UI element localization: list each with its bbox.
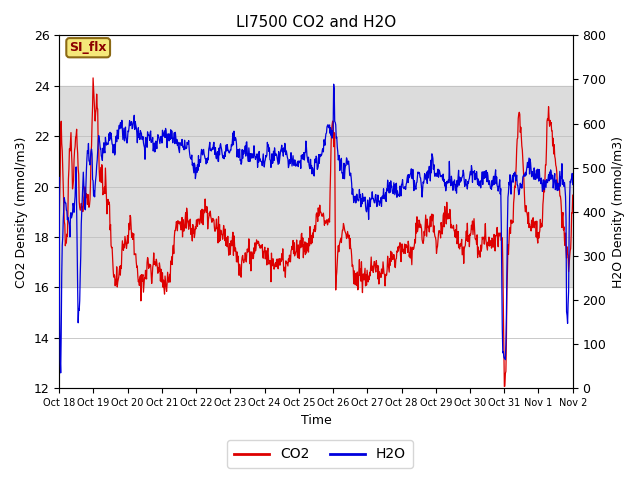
Y-axis label: CO2 Density (mmol/m3): CO2 Density (mmol/m3)	[15, 136, 28, 288]
Line: H2O: H2O	[59, 84, 573, 373]
H2O	[330, 81, 337, 87]
CO2	[456, 241, 464, 247]
Bar	[59, 86, 573, 288]
CO2	[569, 192, 577, 198]
CO2	[108, 244, 116, 250]
H2O	[457, 175, 465, 181]
CO2	[55, 226, 63, 231]
H2O	[108, 141, 116, 147]
Title: LI7500 CO2 and H2O: LI7500 CO2 and H2O	[236, 15, 396, 30]
H2O	[282, 152, 290, 157]
H2O	[466, 171, 474, 177]
CO2	[282, 258, 290, 264]
CO2	[408, 246, 416, 252]
Legend: CO2, H2O: CO2, H2O	[227, 440, 413, 468]
CO2	[264, 250, 271, 256]
Y-axis label: H2O Density (mmol/m3): H2O Density (mmol/m3)	[612, 136, 625, 288]
CO2	[500, 384, 508, 389]
H2O	[409, 167, 417, 172]
Line: CO2: CO2	[59, 78, 573, 386]
H2O	[264, 140, 271, 145]
H2O	[569, 181, 577, 187]
H2O	[55, 175, 63, 180]
Text: SI_flx: SI_flx	[69, 41, 107, 54]
H2O	[57, 370, 65, 376]
X-axis label: Time: Time	[301, 414, 332, 427]
CO2	[465, 244, 473, 250]
CO2	[89, 75, 97, 81]
